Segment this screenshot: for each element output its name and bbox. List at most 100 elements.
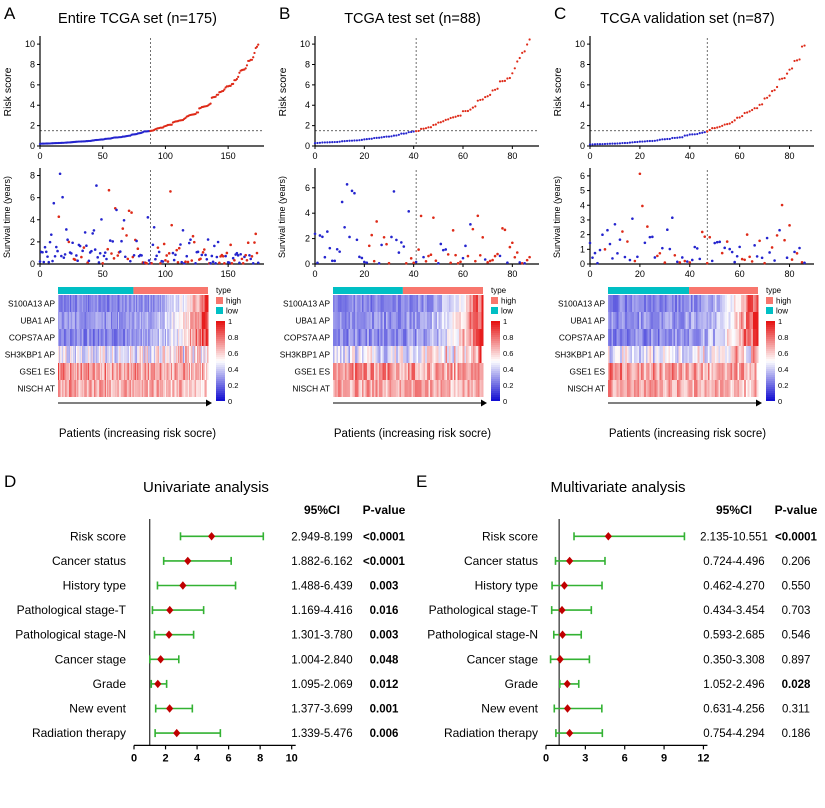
svg-text:1.882-6.162: 1.882-6.162: [291, 556, 352, 568]
panel-d-header: D Univariate analysis: [0, 472, 412, 500]
svg-text:0: 0: [30, 141, 35, 151]
svg-text:GSE1 ES: GSE1 ES: [569, 367, 605, 377]
panel-e-title: Multivariate analysis: [550, 479, 686, 496]
svg-text:10: 10: [575, 39, 585, 49]
svg-text:S100A13 AP: S100A13 AP: [283, 299, 331, 309]
svg-text:6: 6: [30, 80, 35, 90]
svg-text:2: 2: [305, 234, 310, 244]
svg-text:<0.0001: <0.0001: [363, 531, 405, 543]
svg-text:0: 0: [37, 269, 42, 279]
panel-c-risk-score-plot: 0 2 4 6 8 10 0 20 40 60 80 Risk score: [550, 32, 825, 166]
svg-text:History type: History type: [63, 579, 127, 593]
top-row: A Entire TCGA set (n=175) 0 2 4 6 8 10 0 50 100 1…: [0, 4, 825, 440]
svg-text:Risk score: Risk score: [2, 67, 14, 116]
svg-text:Risk score: Risk score: [552, 67, 564, 116]
panel-b-header: B TCGA test set (n=88): [275, 4, 550, 32]
svg-text:8: 8: [30, 171, 35, 181]
svg-text:9: 9: [661, 752, 667, 764]
svg-text:6: 6: [30, 193, 35, 203]
panel-univariate-analysis: D Univariate analysis 95%CI P-value 0 2 4 6 8 1…: [0, 472, 412, 768]
svg-text:0.350-3.308: 0.350-3.308: [703, 654, 764, 666]
svg-text:P-value: P-value: [775, 503, 818, 517]
panel-b-letter: B: [279, 4, 291, 23]
svg-text:high: high: [776, 297, 791, 306]
svg-text:6: 6: [580, 171, 585, 181]
svg-text:4: 4: [305, 100, 310, 110]
svg-text:20: 20: [359, 151, 369, 161]
svg-text:0.028: 0.028: [782, 679, 811, 691]
svg-text:0: 0: [587, 269, 592, 279]
svg-text:1.004-2.840: 1.004-2.840: [291, 654, 352, 666]
svg-text:0: 0: [778, 397, 782, 406]
svg-text:0.048: 0.048: [370, 654, 399, 666]
svg-text:0.2: 0.2: [503, 381, 513, 390]
svg-text:Survival time (years): Survival time (years): [277, 176, 287, 258]
svg-text:0: 0: [543, 752, 549, 764]
panel-b-title: TCGA test set (n=88): [344, 11, 481, 27]
svg-text:100: 100: [158, 151, 173, 161]
svg-text:0.8: 0.8: [778, 333, 788, 342]
svg-text:Radiation therapy: Radiation therapy: [444, 726, 538, 740]
panel-a-letter: A: [4, 4, 16, 23]
svg-text:0.6: 0.6: [228, 349, 238, 358]
svg-text:50: 50: [98, 269, 108, 279]
svg-text:type: type: [216, 286, 232, 295]
svg-text:20: 20: [635, 151, 645, 161]
svg-text:0.311: 0.311: [782, 704, 810, 716]
svg-text:0: 0: [580, 259, 585, 269]
svg-text:95%CI: 95%CI: [716, 503, 752, 517]
svg-text:0.631-4.256: 0.631-4.256: [703, 704, 764, 716]
svg-text:0: 0: [228, 397, 232, 406]
panel-b-x-axis-label: Patients (increasing risk socre): [333, 428, 492, 440]
svg-text:0.6: 0.6: [503, 349, 513, 358]
svg-text:10: 10: [25, 39, 35, 49]
svg-text:60: 60: [735, 269, 745, 279]
panel-a-survival-time-plot: 0 2 4 6 8 0 50 100 150 Survival time (years): [0, 166, 275, 284]
svg-text:60: 60: [458, 269, 468, 279]
svg-text:UBA1 AP: UBA1 AP: [570, 316, 605, 326]
svg-text:100: 100: [158, 269, 173, 279]
svg-text:SH3KBP1 AP: SH3KBP1 AP: [280, 350, 331, 360]
svg-text:80: 80: [785, 269, 795, 279]
svg-text:0: 0: [305, 141, 310, 151]
svg-text:NISCH AT: NISCH AT: [292, 384, 330, 394]
svg-text:S100A13 AP: S100A13 AP: [558, 299, 606, 309]
svg-text:high: high: [501, 297, 516, 306]
svg-text:GSE1 ES: GSE1 ES: [19, 367, 55, 377]
svg-text:1.052-2.496: 1.052-2.496: [703, 679, 764, 691]
svg-text:80: 80: [507, 269, 517, 279]
svg-text:8: 8: [305, 59, 310, 69]
svg-text:0.006: 0.006: [370, 728, 399, 740]
svg-text:0.016: 0.016: [370, 605, 399, 617]
svg-text:Survival time (years): Survival time (years): [552, 176, 562, 258]
svg-text:UBA1 AP: UBA1 AP: [20, 316, 55, 326]
panel-a-gene-heatmap: S100A13 AP UBA1 AP COPS7A AP SH3KBP1 AP GSE1…: [0, 284, 275, 426]
svg-text:0.8: 0.8: [503, 333, 513, 342]
svg-text:1: 1: [503, 317, 507, 326]
svg-text:SH3KBP1 AP: SH3KBP1 AP: [5, 350, 56, 360]
panel-b-gene-heatmap: S100A13 AP UBA1 AP COPS7A AP SH3KBP1 AP GSE1…: [275, 284, 550, 426]
svg-text:40: 40: [685, 151, 695, 161]
svg-text:0: 0: [587, 151, 592, 161]
panel-b-survival-time-plot: 0 2 4 6 0 20 40 60 80 Survival time (years): [275, 166, 550, 284]
svg-text:0.186: 0.186: [782, 728, 811, 740]
svg-text:6: 6: [305, 80, 310, 90]
svg-text:New event: New event: [69, 702, 126, 716]
svg-text:80: 80: [507, 151, 517, 161]
svg-text:0.546: 0.546: [782, 630, 811, 642]
svg-text:1.095-2.069: 1.095-2.069: [291, 679, 352, 691]
panel-a-title: Entire TCGA set (n=175): [58, 11, 217, 27]
svg-text:0.4: 0.4: [503, 365, 513, 374]
svg-text:Grade: Grade: [93, 677, 127, 691]
svg-text:4: 4: [30, 100, 35, 110]
panel-a-header: A Entire TCGA set (n=175): [0, 4, 275, 32]
panel-e-letter: E: [416, 472, 428, 491]
svg-text:Pathological stage-T: Pathological stage-T: [429, 603, 539, 617]
svg-text:0.4: 0.4: [778, 365, 788, 374]
panel-multivariate-analysis: E Multivariate analysis 95%CI P-value 0 3 6 9…: [412, 472, 824, 768]
svg-text:Survival time (years): Survival time (years): [2, 176, 12, 258]
panel-tcga-test: B TCGA test set (n=88) 0 2 4 6 8 10 0 20 40 60 80 R…: [275, 4, 550, 440]
svg-text:low: low: [226, 307, 238, 316]
svg-text:4: 4: [305, 208, 310, 218]
svg-text:4: 4: [194, 752, 201, 764]
